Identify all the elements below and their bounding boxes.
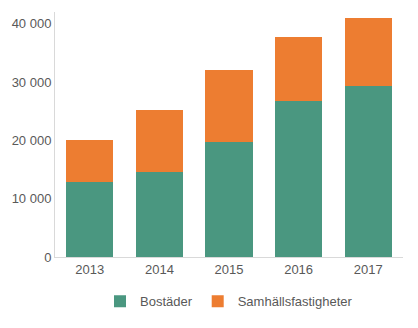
svg-text:20 000: 20 000 [12,133,52,148]
svg-text:2013: 2013 [75,262,104,277]
svg-text:10 000: 10 000 [12,191,52,206]
svg-text:Samhällsfastigheter: Samhällsfastigheter [238,294,353,309]
svg-text:Bostäder: Bostäder [140,294,193,309]
svg-text:2014: 2014 [145,262,174,277]
svg-text:0: 0 [44,250,51,265]
svg-text:2016: 2016 [284,262,313,277]
svg-text:40 000: 40 000 [12,16,52,31]
svg-text:2015: 2015 [215,262,244,277]
svg-text:30 000: 30 000 [12,75,52,90]
svg-text:2017: 2017 [354,262,383,277]
